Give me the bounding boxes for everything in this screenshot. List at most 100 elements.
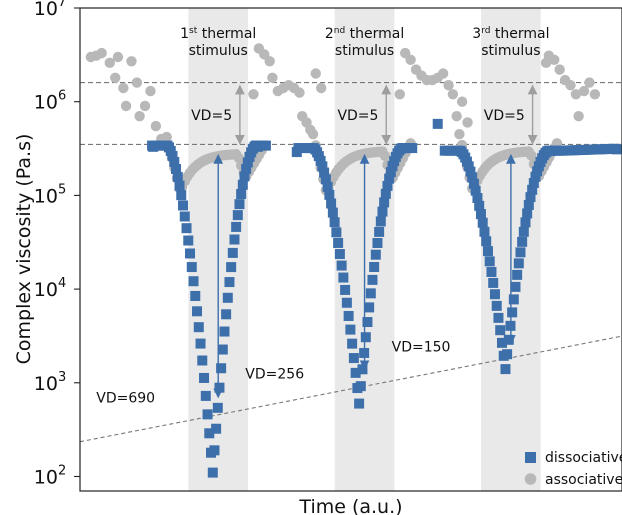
dissociative-point [192, 306, 203, 317]
associative-point [126, 56, 137, 67]
associative-point [456, 96, 468, 107]
dissociative-point [360, 332, 371, 343]
dissociative-point [496, 337, 507, 348]
dissociative-point [167, 150, 178, 161]
associative-point [554, 64, 565, 75]
dissociative-point [507, 307, 518, 318]
dissociative-point [188, 276, 199, 287]
associative-point [131, 77, 143, 88]
associative-point [405, 54, 416, 65]
associative-point [307, 128, 319, 140]
dissociative-point [488, 277, 499, 288]
dissociative-point [367, 274, 378, 285]
arrows [213, 84, 538, 399]
dissociative-point [354, 398, 365, 409]
x-axis-title: Time (a.u.) [298, 496, 402, 515]
associative-point [565, 79, 576, 91]
dissociative-point [232, 210, 243, 221]
associative-point [394, 89, 405, 100]
associative-point [451, 111, 462, 122]
legend-marker-dissociative [525, 452, 536, 463]
dissociative-point [348, 353, 359, 364]
dissociative-point [190, 290, 201, 301]
dissociative-point [463, 161, 474, 172]
associative-point [584, 77, 595, 88]
vd-label-6: VD=5 [484, 108, 525, 124]
dissociative-point [472, 193, 483, 204]
dissociative-point [222, 292, 233, 303]
dissociative-point [176, 190, 187, 201]
dissociative-point [197, 355, 208, 366]
dissociative-point [329, 217, 340, 228]
legend: dissociative associative [524, 450, 622, 488]
associative-point [104, 57, 116, 69]
dissociative-point [341, 297, 352, 308]
dissociative-point [489, 289, 500, 300]
dissociative-point [221, 309, 232, 320]
dissociative-point [493, 312, 504, 323]
dissociative-point [236, 189, 247, 200]
dissociative-point [372, 237, 383, 248]
y-tick-label-3: 103 [34, 370, 66, 395]
dissociative-point [518, 226, 529, 237]
associative-point [110, 72, 121, 83]
dissociative-point [334, 249, 345, 260]
dissociative-point [209, 445, 220, 456]
dissociative-point [229, 234, 240, 245]
dissociative-point [183, 235, 194, 246]
associative-point [310, 68, 321, 79]
associative-point [248, 89, 259, 100]
dissociative-point [186, 262, 197, 273]
dissociative-point [481, 236, 492, 247]
dissociative-point [217, 344, 228, 355]
dissociative-point [482, 246, 493, 257]
dissociative-point [387, 161, 398, 172]
dissociative-point [174, 180, 185, 191]
dissociative-point [465, 166, 476, 177]
dissociative-point [525, 192, 536, 203]
associative-point [443, 79, 454, 91]
dissociative-point [338, 272, 349, 283]
dissociative-point [470, 185, 481, 196]
associative-point [570, 89, 582, 100]
y-tick-label-7: 107 [34, 0, 66, 20]
dissociative-point [214, 382, 225, 393]
associative-point [379, 150, 391, 161]
dissociative-point [226, 262, 237, 273]
associative-point [120, 100, 132, 112]
dissociative-point [179, 211, 190, 222]
dissociative-point [224, 277, 235, 288]
legend-label-associative: associative [545, 472, 622, 488]
dissociative-point [315, 155, 326, 166]
dissociative-point [530, 171, 541, 182]
dissociative-point [384, 173, 395, 184]
dissociative-point [407, 143, 418, 154]
dissociative-point [609, 143, 620, 154]
associative-point [454, 128, 465, 140]
dissociative-point [211, 423, 222, 434]
dissociative-point [515, 247, 526, 258]
dissociative-point [219, 326, 230, 337]
associative-point [573, 111, 584, 122]
dissociative-point [333, 237, 344, 248]
dissociative-point [340, 284, 351, 295]
dissociative-point [495, 325, 506, 336]
associative-point [589, 89, 601, 100]
stimulus-label-1: 1st thermal [180, 26, 256, 42]
associative-point [145, 85, 156, 97]
dissociative-point [202, 409, 213, 420]
dissociative-point [380, 188, 391, 199]
vd-label-1: VD=690 [96, 390, 155, 406]
dissociative-point [347, 338, 358, 349]
dissociative-point [331, 227, 342, 238]
associative-point [118, 82, 129, 94]
dissociative-point [385, 167, 396, 178]
stimulus-label-line2-2: stimulus [335, 43, 394, 59]
dissociative-point [345, 324, 356, 335]
dissociative-point [234, 199, 245, 210]
dissociative-point [522, 208, 533, 219]
stimulus-label-line2-3: stimulus [481, 43, 540, 59]
dissociative-point [320, 174, 331, 185]
associative-point [462, 117, 473, 128]
dissociative-point [382, 180, 393, 191]
